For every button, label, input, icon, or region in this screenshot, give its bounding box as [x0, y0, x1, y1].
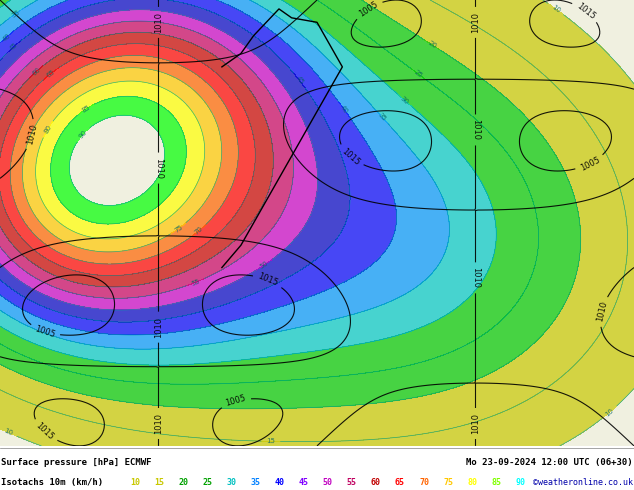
Text: 35: 35: [11, 8, 22, 19]
Text: 85: 85: [491, 478, 501, 487]
Text: 45: 45: [8, 42, 18, 52]
Text: 20: 20: [427, 40, 437, 49]
Text: 35: 35: [377, 111, 387, 122]
Text: ©weatheronline.co.uk: ©weatheronline.co.uk: [533, 478, 633, 487]
Text: 1010: 1010: [471, 12, 480, 33]
Text: 1010: 1010: [471, 268, 480, 288]
Text: 20: 20: [178, 478, 188, 487]
Text: 15: 15: [154, 478, 164, 487]
Text: 1010: 1010: [154, 317, 163, 338]
Text: 45: 45: [299, 478, 309, 487]
Text: 15: 15: [266, 438, 275, 444]
Text: 10: 10: [550, 4, 561, 14]
Text: 25: 25: [202, 478, 212, 487]
Text: 1010: 1010: [595, 300, 609, 323]
Text: 10: 10: [3, 428, 13, 437]
Text: 1010: 1010: [471, 120, 480, 141]
Text: 50: 50: [259, 260, 270, 270]
Text: 90: 90: [77, 129, 88, 140]
Text: 1010: 1010: [154, 158, 163, 178]
Text: Mo 23-09-2024 12:00 UTC (06+30): Mo 23-09-2024 12:00 UTC (06+30): [466, 458, 633, 467]
Text: 40: 40: [275, 478, 285, 487]
Text: 30: 30: [399, 95, 410, 105]
Text: 1005: 1005: [224, 394, 247, 408]
Text: 80: 80: [467, 478, 477, 487]
Text: Isotachs 10m (km/h): Isotachs 10m (km/h): [1, 478, 103, 487]
Text: 1015: 1015: [34, 421, 55, 442]
Text: 85: 85: [81, 104, 91, 114]
Text: 55: 55: [190, 278, 200, 287]
Text: 1005: 1005: [34, 324, 56, 339]
Text: 80: 80: [43, 124, 53, 135]
Text: 1015: 1015: [574, 1, 597, 21]
Text: 35: 35: [250, 478, 261, 487]
Text: 90: 90: [515, 478, 526, 487]
Text: 1005: 1005: [578, 155, 601, 172]
Text: 1015: 1015: [340, 147, 361, 167]
Text: 40: 40: [339, 104, 349, 115]
Text: 70: 70: [419, 478, 429, 487]
Text: 1005: 1005: [358, 0, 380, 19]
Text: 10: 10: [130, 478, 140, 487]
Text: 1010: 1010: [471, 413, 480, 434]
Text: 30: 30: [226, 478, 236, 487]
Text: 10: 10: [604, 407, 615, 417]
Text: Surface pressure [hPa] ECMWF: Surface pressure [hPa] ECMWF: [1, 458, 152, 467]
Text: 45: 45: [294, 75, 304, 86]
Text: 1015: 1015: [256, 272, 279, 288]
Text: 75: 75: [443, 478, 453, 487]
Text: 55: 55: [347, 478, 357, 487]
Text: 65: 65: [395, 478, 405, 487]
Text: 1010: 1010: [154, 12, 163, 33]
Text: 75: 75: [173, 223, 184, 234]
FancyBboxPatch shape: [0, 0, 634, 446]
Text: 1010: 1010: [154, 413, 163, 434]
Text: 40: 40: [1, 32, 11, 42]
Text: 60: 60: [371, 478, 381, 487]
Text: 1010: 1010: [25, 123, 39, 146]
Text: 70: 70: [193, 225, 204, 236]
Text: 60: 60: [30, 67, 41, 77]
Text: 65: 65: [46, 68, 56, 78]
Text: 25: 25: [413, 69, 424, 79]
Text: 50: 50: [323, 478, 333, 487]
